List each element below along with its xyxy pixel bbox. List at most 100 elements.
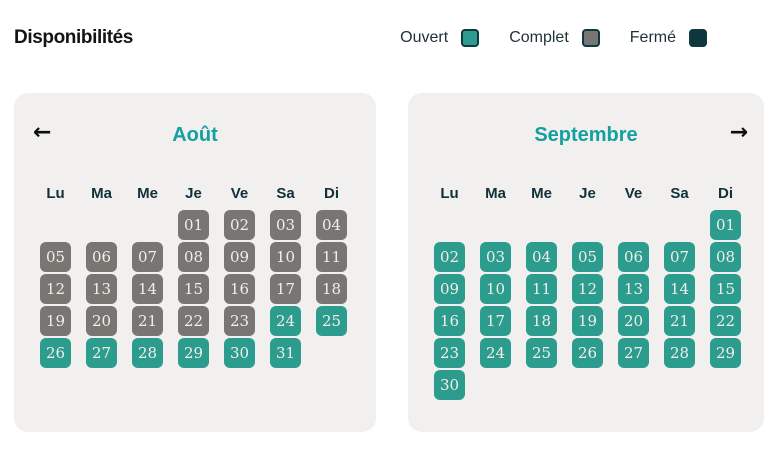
day-cell-22: 22 [178, 306, 209, 336]
day-cell-18[interactable]: 18 [526, 306, 557, 336]
day-cell-14: 14 [132, 274, 163, 304]
weekday-header-row: Lu Ma Me Je Ve Sa Di [434, 185, 738, 202]
day-cell-10[interactable]: 10 [480, 274, 511, 304]
day-cell-07: 07 [132, 242, 163, 272]
legend-item-complet: Complet [509, 29, 600, 47]
weekday-header-row: Lu Ma Me Je Ve Sa Di [40, 185, 350, 202]
day-cell-08: 08 [178, 242, 209, 272]
day-cell-29[interactable]: 29 [178, 338, 209, 368]
day-cell-15: 15 [178, 274, 209, 304]
month-title-august: Août [172, 123, 218, 146]
day-cell-23[interactable]: 23 [434, 338, 465, 368]
day-cell-10: 10 [270, 242, 301, 272]
weekday-label-ma: Ma [91, 185, 112, 202]
legend-label-ferme: Fermé [629, 29, 676, 46]
day-cell-20: 20 [86, 306, 117, 336]
day-cell-27[interactable]: 27 [86, 338, 117, 368]
day-cell-09[interactable]: 09 [434, 274, 465, 304]
weekday-label-sa: Sa [670, 185, 689, 202]
day-cell-06[interactable]: 06 [618, 242, 649, 272]
calendar-august: ← Août Lu Ma Me Je Ve Sa Di 01 02 03 04 05 06 07 08 09… [14, 93, 376, 432]
weekday-label-me: Me [531, 185, 552, 202]
weekday-label-me: Me [137, 185, 158, 202]
header-bar: Disponibilités Ouvert Complet Fermé [14, 24, 765, 52]
legend-swatch-ferme [689, 29, 707, 47]
day-cell-22[interactable]: 22 [710, 306, 741, 336]
month-title-september: Septembre [534, 123, 638, 146]
day-cell-23: 23 [224, 306, 255, 336]
day-grid-september: 01 02 03 04 05 06 07 08 09 10 11 12 13 14 15 16 17 18 19 20… [434, 210, 741, 400]
day-cell-15[interactable]: 15 [710, 274, 741, 304]
day-cell-17: 17 [270, 274, 301, 304]
day-cell-05: 05 [40, 242, 71, 272]
legend-item-ferme: Fermé [630, 29, 707, 47]
day-cell-20[interactable]: 20 [618, 306, 649, 336]
page-title: Disponibilités [14, 27, 133, 48]
day-cell-24[interactable]: 24 [480, 338, 511, 368]
calendar-september-nav: Septembre → [434, 121, 748, 147]
day-cell-13[interactable]: 13 [618, 274, 649, 304]
day-cell-07[interactable]: 07 [664, 242, 695, 272]
day-cell-04[interactable]: 04 [526, 242, 557, 272]
day-cell-18: 18 [316, 274, 347, 304]
weekday-label-lu: Lu [46, 185, 65, 202]
day-cell-02[interactable]: 02 [434, 242, 465, 272]
day-cell-27[interactable]: 27 [618, 338, 649, 368]
calendars-row: ← Août Lu Ma Me Je Ve Sa Di 01 02 03 04 05 06 07 08 09… [14, 93, 765, 432]
day-cell-28[interactable]: 28 [664, 338, 695, 368]
day-cell-09: 09 [224, 242, 255, 272]
weekday-label-je: Je [579, 185, 596, 202]
availability-legend: Ouvert Complet Fermé [400, 29, 707, 47]
weekday-label-ve: Ve [230, 185, 249, 202]
day-cell-25[interactable]: 25 [316, 306, 347, 336]
day-cell-11: 11 [316, 242, 347, 272]
previous-month-arrow-icon[interactable]: ← [33, 120, 52, 145]
day-cell-26[interactable]: 26 [40, 338, 71, 368]
day-cell-12: 12 [40, 274, 71, 304]
day-cell-01: 01 [178, 210, 209, 240]
weekday-label-sa: Sa [276, 185, 295, 202]
legend-label-ouvert: Ouvert [400, 29, 449, 46]
day-cell-29[interactable]: 29 [710, 338, 741, 368]
day-cell-01[interactable]: 01 [710, 210, 741, 240]
day-cell-14[interactable]: 14 [664, 274, 695, 304]
day-cell-24[interactable]: 24 [270, 306, 301, 336]
day-cell-25[interactable]: 25 [526, 338, 557, 368]
legend-item-ouvert: Ouvert [400, 29, 480, 47]
day-cell-19: 19 [40, 306, 71, 336]
legend-label-complet: Complet [509, 29, 569, 46]
day-cell-16[interactable]: 16 [434, 306, 465, 336]
day-cell-03: 03 [270, 210, 301, 240]
day-cell-12[interactable]: 12 [572, 274, 603, 304]
day-grid-august: 01 02 03 04 05 06 07 08 09 10 11 12 13 14 15 16 17 18 19 20… [40, 210, 350, 368]
day-cell-02: 02 [224, 210, 255, 240]
legend-swatch-complet [581, 29, 600, 47]
day-cell-31[interactable]: 31 [270, 338, 301, 368]
day-cell-28[interactable]: 28 [132, 338, 163, 368]
day-cell-03[interactable]: 03 [480, 242, 511, 272]
day-cell-17[interactable]: 17 [480, 306, 511, 336]
day-cell-30[interactable]: 30 [434, 370, 465, 400]
day-cell-04: 04 [316, 210, 347, 240]
legend-swatch-ouvert [461, 29, 480, 47]
weekday-label-lu: Lu [440, 185, 459, 202]
day-cell-13: 13 [86, 274, 117, 304]
weekday-label-di: Di [718, 185, 733, 202]
day-cell-05[interactable]: 05 [572, 242, 603, 272]
day-cell-21[interactable]: 21 [664, 306, 695, 336]
calendar-august-nav: ← Août [33, 121, 350, 147]
calendar-september: Septembre → Lu Ma Me Je Ve Sa Di 01 02 03 04 05 06 0… [408, 93, 764, 432]
weekday-label-ma: Ma [485, 185, 506, 202]
day-cell-19[interactable]: 19 [572, 306, 603, 336]
day-cell-11[interactable]: 11 [526, 274, 557, 304]
day-cell-30[interactable]: 30 [224, 338, 255, 368]
day-cell-08[interactable]: 08 [710, 242, 741, 272]
day-cell-26[interactable]: 26 [572, 338, 603, 368]
day-cell-16: 16 [224, 274, 255, 304]
weekday-label-ve: Ve [624, 185, 643, 202]
weekday-label-di: Di [324, 185, 339, 202]
weekday-label-je: Je [185, 185, 202, 202]
day-cell-21: 21 [132, 306, 163, 336]
day-cell-06: 06 [86, 242, 117, 272]
next-month-arrow-icon[interactable]: → [729, 120, 748, 145]
